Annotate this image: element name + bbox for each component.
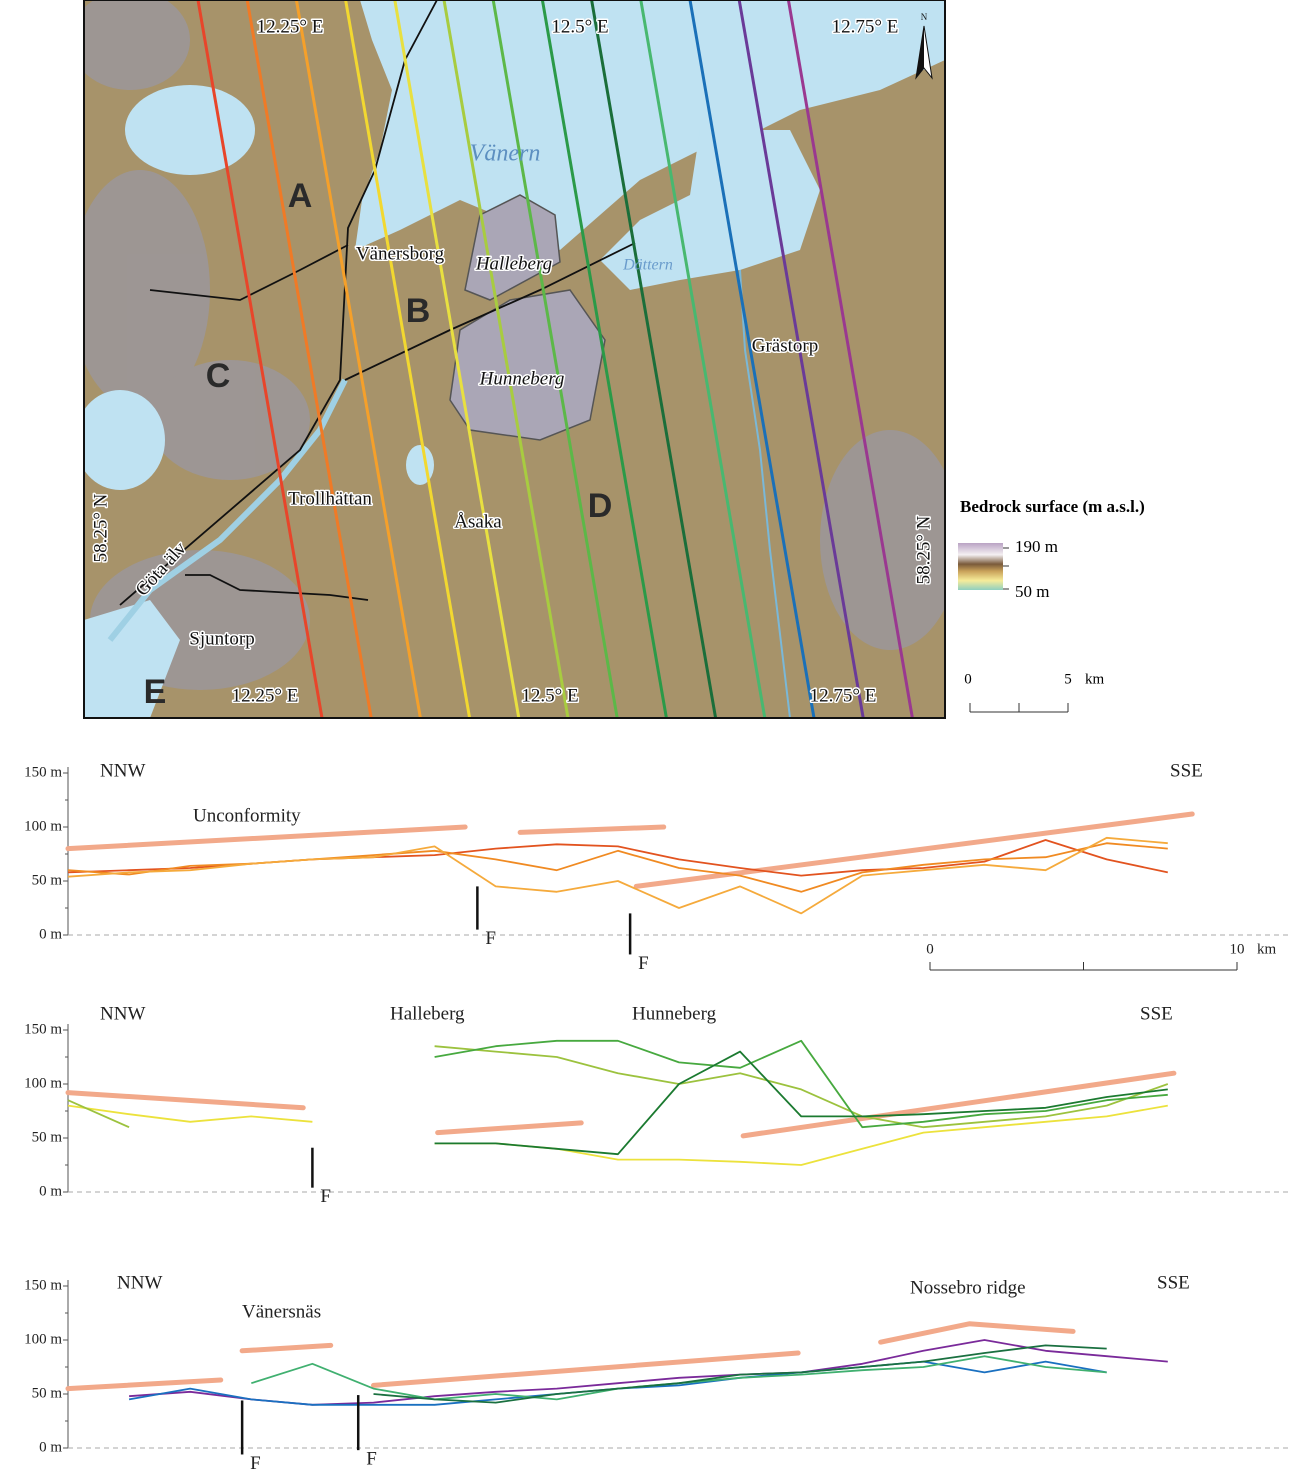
lon-label: 12.25° E (257, 16, 324, 37)
annotation: Unconformity (193, 805, 301, 826)
map-scale-bar (970, 703, 1068, 712)
y-tick-label: 0 m (39, 1439, 62, 1455)
scale-label: 10 (1230, 941, 1245, 957)
y-tick-label: 50 m (32, 872, 63, 888)
zone-label: A (288, 177, 313, 215)
profile (68, 838, 1168, 914)
lon-label: 12.75° E (810, 685, 877, 706)
trend-line (438, 1123, 582, 1133)
lon-label: 12.25° E (232, 685, 299, 706)
profile (68, 1046, 1168, 1127)
legend-gradient (958, 543, 1003, 590)
water-label: Vänern (470, 141, 541, 167)
place-label: Vänersborg (356, 243, 445, 264)
profile (68, 843, 1168, 892)
legend-label: 190 m (1015, 537, 1058, 556)
zone-label: D (588, 487, 613, 525)
trend-line (68, 1093, 303, 1108)
place-label: Hunneberg (479, 368, 565, 389)
map-scale-label: km (1085, 671, 1105, 687)
y-tick-label: 150 m (24, 1021, 62, 1037)
fault-label: F (638, 953, 649, 974)
y-tick-label: 100 m (24, 1331, 62, 1347)
y-tick-label: 0 m (39, 926, 62, 942)
north-label: N (921, 12, 928, 22)
annotation: SSE (1140, 1003, 1173, 1024)
place-label: Trollhättan (288, 488, 372, 509)
y-tick-label: 150 m (24, 764, 62, 780)
place-label: Åsaka (454, 511, 502, 532)
water-label: Dättern (622, 257, 673, 274)
trend-line (881, 1324, 1073, 1342)
place-label: Halleberg (475, 253, 552, 274)
page: {"map": {"lon_labels": ["12.25° E", "12.… (0, 0, 1303, 1472)
fault-label: F (320, 1186, 331, 1207)
trend-line (242, 1345, 331, 1350)
lon-label: 12.75° E (832, 16, 899, 37)
annotation: NNW (100, 1003, 145, 1024)
place-label: Sjuntorp (189, 628, 254, 649)
lon-label: 12.5° E (521, 685, 578, 706)
zone-label: C (206, 357, 231, 395)
annotation: NNW (117, 1272, 162, 1293)
annotation: Nossebro ridge (910, 1277, 1026, 1298)
y-tick-label: 50 m (32, 1129, 63, 1145)
annotation: Halleberg (390, 1003, 465, 1024)
y-tick-label: 100 m (24, 818, 62, 834)
annotation: NNW (100, 760, 145, 781)
lat-label: 58.25° N (90, 493, 111, 562)
zone-label: B (406, 292, 431, 330)
fault-label: F (366, 1449, 377, 1470)
fault-label: F (250, 1453, 261, 1472)
profile (68, 1106, 1168, 1165)
y-tick-label: 50 m (32, 1385, 63, 1401)
annotation: SSE (1157, 1272, 1190, 1293)
map-scale-label: 0 (964, 671, 972, 687)
zone-label: E (144, 673, 167, 711)
trend-line (636, 814, 1192, 886)
place-label: Grästorp (752, 335, 818, 356)
annotation: Vänersnäs (242, 1301, 321, 1322)
fault-label: F (485, 928, 496, 949)
scale-label: km (1257, 941, 1277, 957)
legend-label: 50 m (1015, 582, 1049, 601)
map: A B C D E Vänern Dättern Vänersborg Hall… (70, 0, 960, 718)
profile (68, 840, 1168, 876)
figure: A B C D E Vänern Dättern Vänersborg Hall… (0, 0, 1303, 1472)
profile (435, 1052, 1168, 1155)
annotation: SSE (1170, 760, 1203, 781)
y-tick-label: 0 m (39, 1183, 62, 1199)
y-tick-label: 150 m (24, 1277, 62, 1293)
legend-title: Bedrock surface (m a.s.l.) (960, 497, 1145, 516)
scale-label: 0 (926, 941, 934, 957)
trend-line (68, 827, 465, 849)
map-scale-label: 5 (1064, 671, 1072, 687)
lat-label: 58.25° N (913, 515, 934, 584)
annotation: Hunneberg (632, 1003, 717, 1024)
trend-line (374, 1353, 799, 1385)
trend-line (68, 1380, 221, 1389)
trend-line (520, 827, 664, 832)
profile (374, 1345, 1107, 1402)
lon-label: 12.5° E (551, 16, 608, 37)
y-tick-label: 100 m (24, 1075, 62, 1091)
